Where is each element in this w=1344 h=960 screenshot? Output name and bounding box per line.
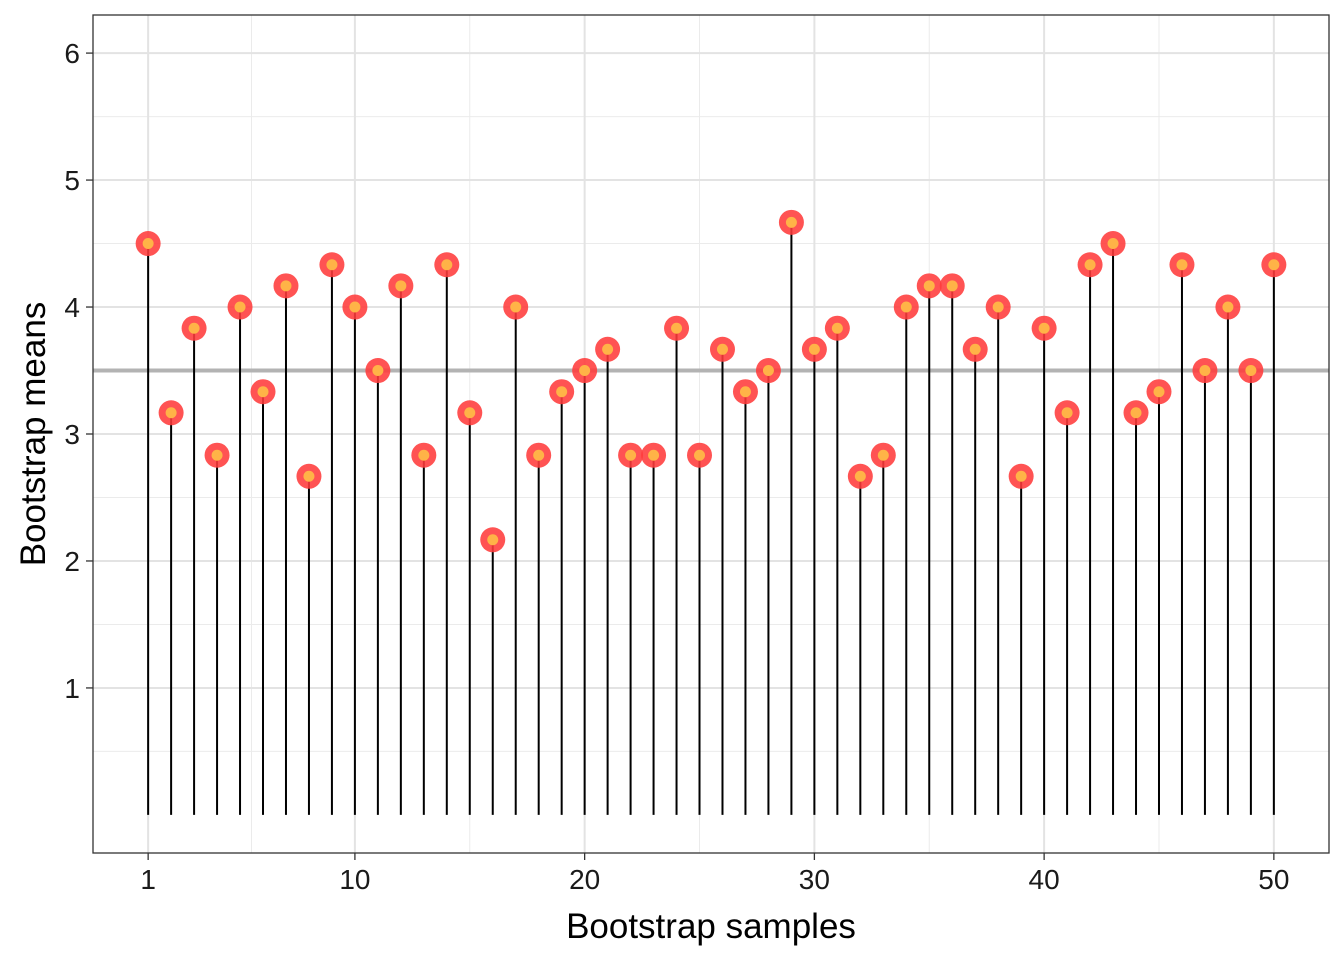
data-point-center (1130, 407, 1142, 419)
data-point-center (326, 259, 338, 271)
data-point-center (694, 449, 706, 461)
stems (147, 222, 1275, 815)
data-point-center (188, 322, 200, 334)
data-point-center (487, 534, 499, 546)
data-point-center (762, 365, 774, 377)
data-point-center (211, 449, 223, 461)
data-point-center (739, 386, 751, 398)
data-point-center (625, 449, 637, 461)
x-axis: 1 10 20 30 40 50 (140, 853, 1289, 895)
data-point-center (900, 301, 912, 313)
data-point-center (441, 259, 453, 271)
x-tick-label: 1 (140, 864, 156, 895)
y-axis-title: Bootstrap means (14, 302, 53, 567)
x-axis-title: Bootstrap samples (566, 907, 856, 946)
data-point-center (923, 280, 935, 292)
data-point-center (1245, 365, 1257, 377)
y-tick-label: 4 (64, 292, 80, 323)
points (135, 209, 1287, 553)
x-tick-label: 50 (1258, 864, 1289, 895)
data-point-center (372, 365, 384, 377)
data-point-center (808, 343, 820, 355)
y-tick-label: 1 (64, 673, 80, 704)
data-point-center (510, 301, 522, 313)
data-point-center (671, 322, 683, 334)
data-point-center (1061, 407, 1073, 419)
data-point-center (165, 407, 177, 419)
data-point-center (1199, 365, 1211, 377)
data-point-center (854, 470, 866, 482)
x-tick-label: 40 (1029, 864, 1060, 895)
data-point-center (418, 449, 430, 461)
y-tick-label: 6 (64, 38, 80, 69)
data-point-center (1153, 386, 1165, 398)
data-point-center (877, 449, 889, 461)
data-point-center (280, 280, 292, 292)
data-point-center (579, 365, 591, 377)
data-point-center (946, 280, 958, 292)
data-point-center (303, 470, 315, 482)
data-point-center (969, 343, 981, 355)
data-point-center (992, 301, 1004, 313)
y-tick-label: 2 (64, 546, 80, 577)
data-point-center (1176, 259, 1188, 271)
data-point-center (1084, 259, 1096, 271)
data-point-center (556, 386, 568, 398)
x-tick-label: 10 (339, 864, 370, 895)
y-axis: 1 2 3 4 5 6 (64, 38, 93, 704)
data-point-center (349, 301, 361, 313)
data-point-center (1222, 301, 1234, 313)
data-point-center (234, 301, 246, 313)
data-point-center (533, 449, 545, 461)
data-point-center (1038, 322, 1050, 334)
data-point-center (464, 407, 476, 419)
data-point-center (142, 238, 154, 250)
data-point-center (1107, 238, 1119, 250)
data-point-center (716, 343, 728, 355)
data-point-center (831, 322, 843, 334)
data-point-center (395, 280, 407, 292)
y-tick-label: 5 (64, 165, 80, 196)
data-point-center (1015, 470, 1027, 482)
x-tick-label: 20 (569, 864, 600, 895)
data-point-center (785, 216, 797, 228)
data-point-center (648, 449, 660, 461)
y-tick-label: 3 (64, 419, 80, 450)
data-point-center (1268, 259, 1280, 271)
x-tick-label: 30 (799, 864, 830, 895)
data-point-center (602, 343, 614, 355)
data-point-center (257, 386, 269, 398)
